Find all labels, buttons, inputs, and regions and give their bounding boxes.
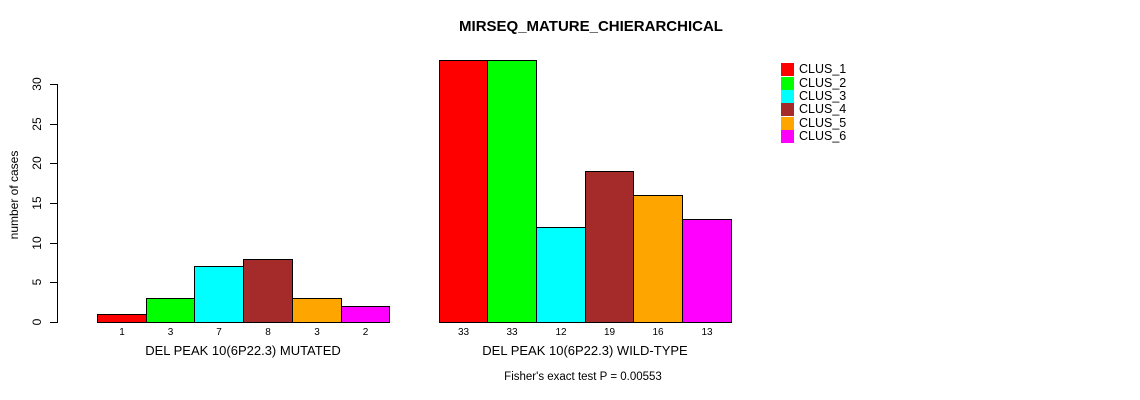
legend-item-clus-5: CLUS_5 bbox=[781, 115, 847, 130]
bar-mutated-clus-5 bbox=[292, 298, 342, 323]
legend-item-clus-6: CLUS_6 bbox=[781, 129, 847, 144]
legend-swatch-clus-3 bbox=[781, 89, 794, 103]
bar-mutated-clus-6 bbox=[341, 306, 390, 323]
legend-item-clus-2: CLUS_2 bbox=[781, 75, 847, 90]
legend-swatch-clus-2 bbox=[781, 76, 794, 90]
bar-wild-type-clus-4 bbox=[585, 171, 634, 323]
bar-wild-type-clus-1 bbox=[439, 60, 488, 323]
fisher-test-annotation: Fisher's exact test P = 0.00553 bbox=[504, 371, 662, 383]
bar-value-label: 12 bbox=[555, 327, 567, 338]
bar-value-label: 3 bbox=[314, 327, 320, 338]
legend-item-clus-3: CLUS_3 bbox=[781, 88, 847, 103]
legend-label: CLUS_6 bbox=[799, 129, 847, 144]
y-tick bbox=[50, 124, 57, 125]
bar-wild-type-clus-5 bbox=[633, 195, 683, 323]
legend-label: CLUS_5 bbox=[799, 115, 847, 130]
legend-item-clus-1: CLUS_1 bbox=[781, 62, 847, 77]
legend-swatch-clus-4 bbox=[781, 103, 794, 117]
legend-label: CLUS_2 bbox=[799, 75, 847, 90]
y-tick-label: 25 bbox=[30, 117, 44, 131]
y-tick-label: 20 bbox=[30, 156, 44, 170]
bar-value-label: 33 bbox=[457, 327, 470, 338]
legend-swatch-clus-6 bbox=[781, 130, 794, 144]
bar-mutated-clus-2 bbox=[146, 298, 195, 323]
legend-label: CLUS_1 bbox=[799, 62, 847, 77]
legend-item-clus-4: CLUS_4 bbox=[781, 102, 847, 117]
x-axis-label-wild-type: DEL PEAK 10(6P22.3) WILD-TYPE bbox=[482, 343, 688, 358]
bar-value-label: 16 bbox=[652, 327, 664, 338]
legend-label: CLUS_3 bbox=[799, 88, 847, 103]
bar-value-label: 1 bbox=[119, 327, 125, 338]
bar-wild-type-clus-2 bbox=[487, 60, 537, 323]
bar-value-label: 2 bbox=[362, 327, 369, 338]
bar-value-label: 8 bbox=[265, 327, 271, 338]
bar-mutated-clus-4 bbox=[243, 259, 293, 323]
bar-wild-type-clus-6 bbox=[682, 219, 732, 323]
bar-mutated-clus-3 bbox=[194, 266, 244, 323]
legend: CLUS_1 CLUS_2 CLUS_3 CLUS_4 CLUS_5 CLUS_… bbox=[781, 62, 847, 144]
y-tick bbox=[50, 163, 57, 164]
y-tick bbox=[50, 84, 57, 85]
legend-swatch-clus-1 bbox=[781, 63, 794, 77]
bar-value-label: 13 bbox=[701, 327, 713, 338]
y-tick-label: 10 bbox=[30, 236, 44, 250]
y-tick-label: 0 bbox=[30, 318, 44, 326]
bar-wild-type-clus-3 bbox=[536, 227, 586, 323]
bar-value-label: 33 bbox=[506, 327, 518, 338]
y-tick bbox=[50, 203, 57, 204]
chart-title: MIRSEQ_MATURE_CHIERARCHICAL bbox=[459, 18, 723, 35]
y-tick bbox=[50, 243, 57, 244]
y-axis-title: number of cases bbox=[7, 150, 21, 240]
x-axis-label-mutated: DEL PEAK 10(6P22.3) MUTATED bbox=[145, 343, 341, 358]
bar-mutated-clus-1 bbox=[97, 314, 147, 323]
legend-label: CLUS_4 bbox=[799, 102, 847, 117]
y-tick bbox=[50, 282, 57, 283]
y-tick bbox=[50, 322, 57, 323]
legend-swatch-clus-5 bbox=[781, 116, 794, 130]
y-tick-label: 5 bbox=[30, 278, 44, 286]
bar-value-label: 7 bbox=[216, 327, 222, 338]
bar-value-label: 19 bbox=[603, 327, 616, 338]
bar-value-label: 3 bbox=[167, 327, 174, 338]
y-tick-label: 30 bbox=[30, 77, 44, 91]
y-axis-line bbox=[57, 84, 58, 323]
y-tick-label: 15 bbox=[30, 196, 44, 210]
